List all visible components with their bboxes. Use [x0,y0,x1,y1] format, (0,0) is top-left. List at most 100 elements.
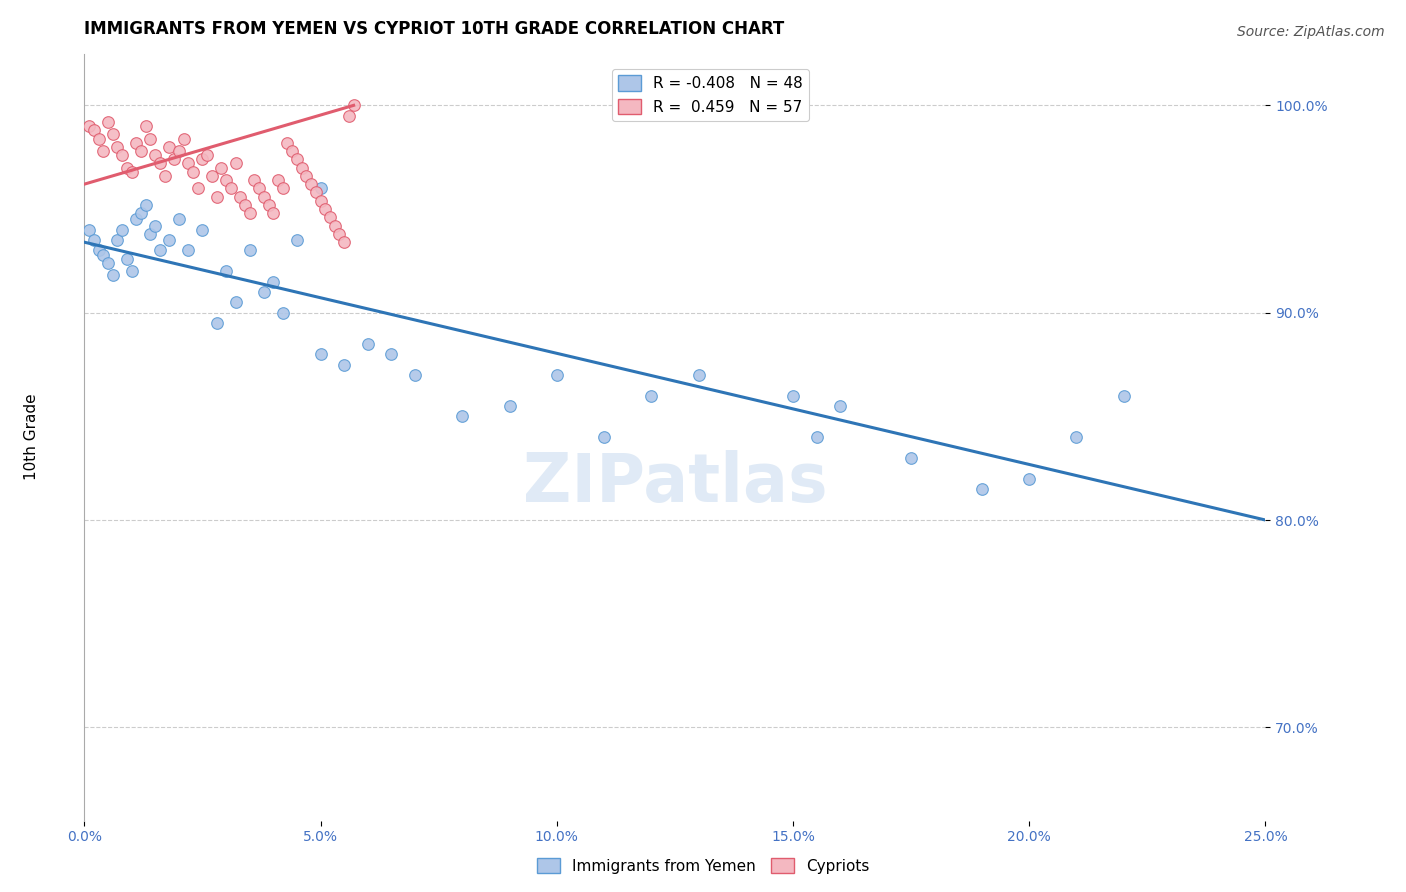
Point [225,295,247,310]
Point [593,430,616,444]
Text: Source: ZipAtlas.com: Source: ZipAtlas.com [1237,25,1385,39]
Point [271,181,294,195]
Point [167,212,190,227]
Point [191,223,214,237]
Point [498,399,520,413]
Point [97,256,120,270]
Point [83,123,105,137]
Point [107,140,129,154]
Point [309,347,332,361]
Point [688,368,710,382]
Point [139,131,162,145]
Point [91,144,114,158]
Point [149,244,172,258]
Point [380,347,402,361]
Point [782,389,804,403]
Point [177,156,200,170]
Point [257,198,280,212]
Point [101,128,124,142]
Point [806,430,828,444]
Point [253,189,276,203]
Point [129,206,152,220]
Point [281,144,304,158]
Point [1066,430,1088,444]
Point [291,161,314,175]
Point [121,264,143,278]
Point [323,219,346,233]
Point [215,264,238,278]
Point [107,233,129,247]
Point [546,368,568,382]
Point [173,131,195,145]
Point [243,173,266,187]
Point [239,206,262,220]
Legend: Immigrants from Yemen, Cypriots: Immigrants from Yemen, Cypriots [530,852,876,880]
Point [135,198,157,212]
Point [830,399,852,413]
Point [299,177,322,191]
Point [83,233,105,247]
Point [111,223,134,237]
Point [215,173,238,187]
Point [900,450,922,465]
Point [115,161,138,175]
Point [157,140,180,154]
Point [191,153,214,167]
Point [157,233,180,247]
Point [1112,389,1135,403]
Point [267,173,290,187]
Point [121,164,143,178]
Point [153,169,176,183]
Point [201,169,224,183]
Point [87,244,110,258]
Point [143,219,166,233]
Point [205,189,228,203]
Point [285,233,308,247]
Point [125,136,148,150]
Point [319,211,342,225]
Point [305,186,328,200]
Point [187,181,209,195]
Point [225,156,247,170]
Point [343,98,366,112]
Point [1018,471,1040,485]
Point [149,156,172,170]
Point [333,358,356,372]
Point [285,153,308,167]
Point [253,285,276,299]
Point [163,153,186,167]
Point [139,227,162,241]
Point [87,131,110,145]
Point [111,148,134,162]
Point [333,235,356,250]
Point [451,409,474,424]
Point [271,306,294,320]
Point [219,181,242,195]
Point [115,252,138,266]
Point [295,169,318,183]
Point [205,316,228,330]
Text: ZIPatlas: ZIPatlas [523,450,827,516]
Point [129,144,152,158]
Point [262,275,284,289]
Point [209,161,232,175]
Point [77,223,100,237]
Point [276,136,298,150]
Text: IMMIGRANTS FROM YEMEN VS CYPRIOT 10TH GRADE CORRELATION CHART: IMMIGRANTS FROM YEMEN VS CYPRIOT 10TH GR… [84,21,785,38]
Point [239,244,262,258]
Point [247,181,270,195]
Point [143,148,166,162]
Point [181,164,204,178]
Point [262,206,284,220]
Point [167,144,190,158]
Point [404,368,426,382]
Point [77,119,100,133]
Point [640,389,662,403]
Point [337,109,360,123]
Text: 10th Grade: 10th Grade [24,393,39,481]
Point [91,247,114,261]
Point [309,194,332,208]
Point [195,148,218,162]
Point [125,212,148,227]
Point [177,244,200,258]
